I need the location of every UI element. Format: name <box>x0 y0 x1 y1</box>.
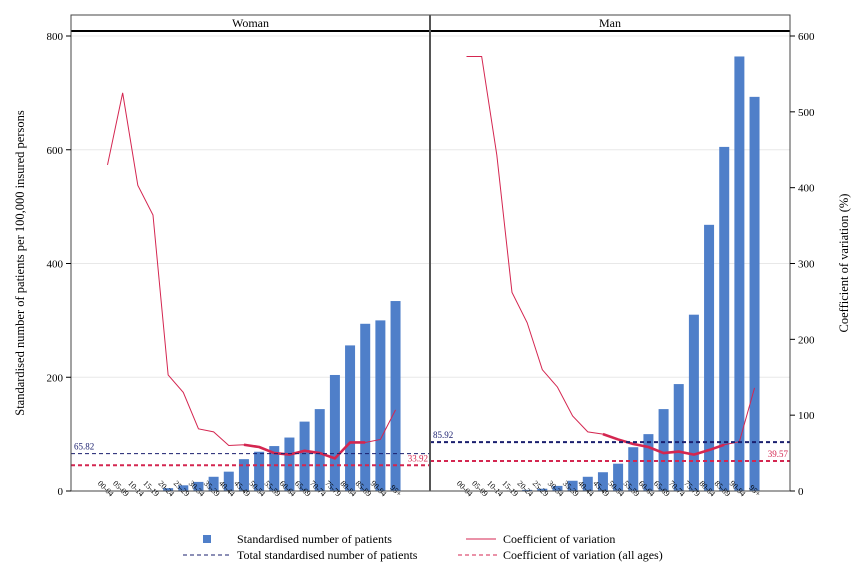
x-tick-label-man-55-59: 55-59 <box>622 479 642 499</box>
bar-man-20-24 <box>522 489 533 491</box>
x-tick-label-woman-15-19: 15-19 <box>141 479 161 499</box>
panel-title-woman: Woman <box>232 16 269 30</box>
x-tick-label-woman-85-89: 85-89 <box>354 479 374 499</box>
x-tick-label-woman-35-39: 35-39 <box>202 479 222 499</box>
bar-man-40-44 <box>582 476 593 491</box>
y-left-tick-label-0: 0 <box>58 486 64 498</box>
x-tick-label-man-85-89: 85-89 <box>713 479 733 499</box>
x-tick-label-woman-50-54: 50-54 <box>247 479 267 499</box>
x-tick-label-man-00-04: 00-04 <box>455 479 475 499</box>
x-tick-label-woman-10-14: 10-14 <box>126 479 146 499</box>
bar-woman-30-34 <box>193 481 204 491</box>
bar-man-70-74 <box>673 384 684 491</box>
legend-label-total-ref: Total standardised number of patients <box>237 548 418 562</box>
bar-woman-70-74 <box>314 409 325 491</box>
x-tick-label-man-70-74: 70-74 <box>667 479 687 499</box>
x-tick-label-woman-30-34: 30-34 <box>187 479 207 499</box>
x-tick-label-woman-90-94: 90-94 <box>369 479 389 499</box>
bar-man-60-64 <box>643 434 654 491</box>
y-left-tick-label-400: 400 <box>47 259 64 271</box>
y-right-tick-label-300: 300 <box>798 259 815 271</box>
legend-label-cv: Coefficient of variation <box>503 532 615 546</box>
bar-woman-90-94 <box>375 320 386 491</box>
x-tick-label-woman-55-59: 55-59 <box>263 479 283 499</box>
bar-man-55-59 <box>628 447 639 491</box>
x-tick-label-woman-70-74: 70-74 <box>308 479 328 499</box>
bar-man-85-89 <box>719 146 730 491</box>
x-tick-label-woman-80-84: 80-84 <box>338 479 358 499</box>
y-right-tick-label-600: 600 <box>798 31 815 43</box>
bar-man-80-84 <box>704 224 715 491</box>
bar-woman-45-49 <box>238 459 249 491</box>
cv-line-emphasis-man <box>602 432 725 456</box>
x-tick-label-man-60-64: 60-64 <box>637 479 657 499</box>
bar-man-45-49 <box>597 472 608 491</box>
y-right-tick-label-100: 100 <box>798 410 815 422</box>
x-tick-label-woman-25-29: 25-29 <box>172 479 192 499</box>
x-tick-label-man-25-29: 25-29 <box>531 479 551 499</box>
x-tick-label-man-65-69: 65-69 <box>652 479 672 499</box>
legend-label-cv-ref: Coefficient of variation (all ages) <box>503 548 663 562</box>
y-right-tick-label-500: 500 <box>798 107 815 119</box>
y-right-axis-title: Coefficient of variation (%) <box>837 194 851 333</box>
x-tick-label-man-35-39: 35-39 <box>561 479 581 499</box>
x-tick-label-woman-75-79: 75-79 <box>323 479 343 499</box>
x-tick-label-woman-65-69: 65-69 <box>293 479 313 499</box>
bar-woman-80-84 <box>345 345 356 491</box>
x-tick-label-man-30-34: 30-34 <box>546 479 566 499</box>
bar-woman-60-64 <box>284 437 295 491</box>
bar-woman-40-44 <box>223 471 234 491</box>
bar-man-35-39 <box>567 480 578 491</box>
x-tick-label-woman-60-64: 60-64 <box>278 479 298 499</box>
y-left-axis-title: Standardised number of patients per 100,… <box>13 110 27 416</box>
x-tick-label-man-45-49: 45-49 <box>591 479 611 499</box>
y-left-tick-label-600: 600 <box>47 145 64 157</box>
ref-label-cv-woman: 33.92 <box>408 453 428 463</box>
bar-man-25-29 <box>537 488 548 491</box>
bar-woman-55-59 <box>269 446 280 491</box>
y-left-tick-label-200: 200 <box>47 372 64 384</box>
x-tick-label-man-05-09: 05-09 <box>470 479 490 499</box>
bar-woman-50-54 <box>254 451 265 491</box>
x-tick-label-woman-20-24: 20-24 <box>157 479 177 499</box>
bar-man-65-69 <box>658 409 669 491</box>
bar-woman-35-39 <box>208 476 219 491</box>
ref-label-total-man: 85.92 <box>433 430 453 440</box>
x-tick-label-man-40-44: 40-44 <box>576 479 596 499</box>
x-tick-label-man-90-94: 90-94 <box>728 479 748 499</box>
y-left-tick-label-800: 800 <box>47 31 64 43</box>
x-tick-label-man-75-79: 75-79 <box>682 479 702 499</box>
bar-man-95+ <box>749 96 760 491</box>
legend-swatch-bars <box>203 535 211 543</box>
bar-woman-85-89 <box>360 323 371 491</box>
x-tick-label-man-50-54: 50-54 <box>606 479 626 499</box>
bar-woman-20-24 <box>163 488 174 491</box>
bar-woman-25-29 <box>178 485 189 491</box>
y-right-tick-label-400: 400 <box>798 183 815 195</box>
legend-label-bars: Standardised number of patients <box>237 532 392 546</box>
bar-man-90-94 <box>734 56 745 491</box>
x-tick-label-woman-40-44: 40-44 <box>217 479 237 499</box>
ref-label-total-woman: 65.82 <box>74 442 94 452</box>
ref-label-cv-man: 39.57 <box>768 449 789 459</box>
x-tick-label-man-10-14: 10-14 <box>485 479 505 499</box>
bar-woman-75-79 <box>329 374 340 491</box>
x-tick-label-woman-45-49: 45-49 <box>232 479 252 499</box>
bar-man-75-79 <box>688 314 699 491</box>
x-tick-label-man-20-24: 20-24 <box>516 479 536 499</box>
bar-man-30-34 <box>552 485 563 491</box>
bar-man-50-54 <box>613 463 624 491</box>
panel-title-man: Man <box>599 16 621 30</box>
y-right-tick-label-200: 200 <box>798 334 815 346</box>
bar-woman-65-69 <box>299 421 310 491</box>
x-tick-label-woman-05-09: 05-09 <box>111 479 131 499</box>
bar-woman-95+ <box>390 301 401 491</box>
cv-line-emphasis-woman <box>243 441 366 460</box>
x-tick-label-woman-00-04: 00-04 <box>96 479 116 499</box>
x-tick-label-man-15-19: 15-19 <box>500 479 520 499</box>
y-right-tick-label-0: 0 <box>798 486 804 498</box>
x-tick-label-man-80-84: 80-84 <box>697 479 717 499</box>
